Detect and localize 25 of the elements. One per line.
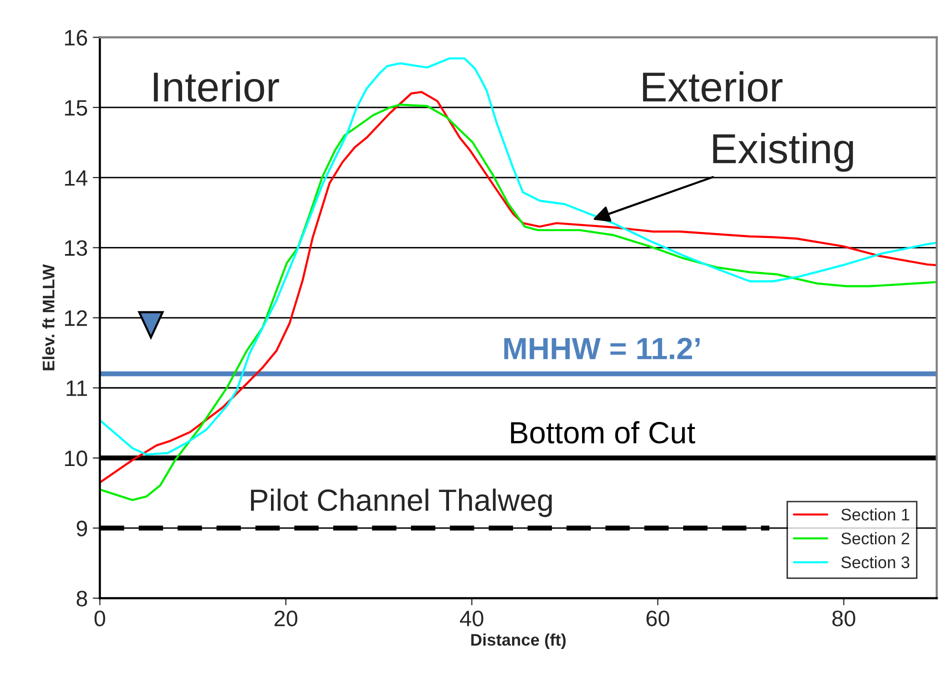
y-tick-label: 13 [65, 240, 88, 256]
x-tick-label: 40 [460, 610, 484, 626]
legend-label: Section 2 [841, 532, 910, 544]
y-axis-title: Elev. ft MLLW [42, 264, 54, 370]
y-tick-label: 8 [76, 590, 88, 606]
y-tick-label: 14 [65, 170, 88, 186]
x-tick-label: 80 [832, 610, 856, 626]
annotation: Pilot Channel Thalweg [251, 488, 552, 518]
y-tick-label: 16 [65, 30, 88, 46]
annotation: Existing [713, 132, 854, 172]
y-tick-label: 15 [65, 100, 88, 116]
x-tick-label: 60 [646, 610, 670, 626]
annotation: Interior [154, 71, 280, 102]
y-tick-label: 10 [65, 450, 88, 466]
y-tick-label: 12 [65, 310, 87, 326]
x-tick-label: 0 [94, 610, 106, 626]
ref-line-label: Bottom of Cut [511, 421, 696, 444]
ref-line-label: MHHW = 11.2’ [504, 338, 700, 360]
x-tick-label: 20 [274, 610, 298, 626]
legend-label: Section 1 [841, 508, 910, 520]
y-tick-label: 9 [76, 520, 87, 536]
x-axis-title: Distance (ft) [471, 634, 566, 650]
y-tick-label: 11 [66, 380, 87, 396]
legend-label: Section 3 [841, 556, 910, 568]
annotation: Exterior [643, 71, 783, 102]
